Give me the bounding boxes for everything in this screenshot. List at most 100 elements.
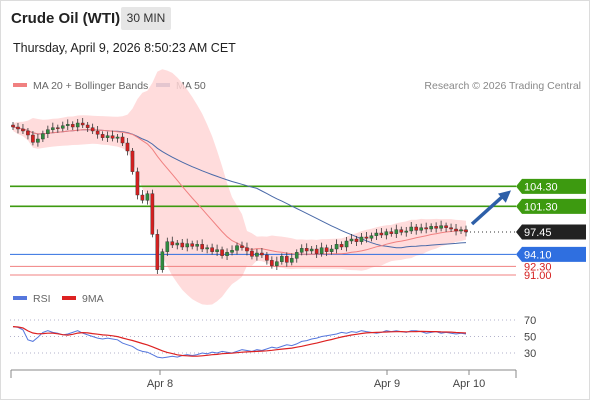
candle-body (374, 232, 379, 236)
candle (419, 223, 423, 234)
resistance-tag-101: 101.30 (524, 201, 558, 213)
candle-body (275, 261, 279, 266)
candle (344, 237, 349, 252)
candle-body (185, 243, 190, 248)
candle-body (235, 245, 239, 251)
candle (339, 241, 344, 250)
candle (180, 239, 185, 250)
legend-ma9: 9MA (62, 293, 104, 305)
candle (235, 242, 239, 255)
candle-body (220, 249, 224, 256)
candle-body (424, 227, 428, 230)
candle-body (245, 247, 249, 252)
candle-body (175, 242, 180, 246)
candle-body (314, 248, 319, 254)
candle (51, 122, 55, 133)
candle (404, 227, 409, 237)
candle-body (160, 251, 165, 270)
candle (46, 125, 50, 138)
candle (36, 134, 40, 147)
candle-body (195, 244, 199, 247)
candle-body (294, 252, 299, 259)
timeframe-badge[interactable]: 30 MIN (121, 7, 171, 30)
candle-body (41, 133, 45, 140)
candle-body (309, 248, 314, 252)
candle (319, 242, 324, 257)
resistance-tag-101-bg (516, 198, 586, 214)
candle-body (459, 229, 463, 232)
x-tick-label: Apr 9 (374, 378, 400, 390)
candle (284, 252, 289, 267)
legend-ma20-label: MA 20 + Bollinger Bands (33, 80, 149, 92)
candle-body (449, 227, 453, 230)
rsi-level-label-50: 50 (524, 332, 536, 344)
candle-body (369, 235, 374, 239)
candle-body (319, 247, 324, 254)
candle (85, 122, 90, 132)
candle (205, 244, 209, 254)
candle-body (100, 134, 105, 138)
candle (449, 223, 453, 232)
candle (225, 248, 229, 260)
candle-body (130, 150, 135, 172)
candle-body (51, 127, 55, 130)
candle-body (125, 142, 130, 152)
candle-body (354, 238, 359, 242)
bollinger-band (13, 69, 466, 305)
candle-body (170, 241, 175, 246)
candle-body (409, 226, 414, 232)
candle (379, 228, 384, 238)
forecast-arrow-shaft (470, 193, 507, 226)
last-price-tag: 97.45 (524, 227, 552, 239)
candle-body (110, 135, 115, 139)
candle-body (145, 193, 150, 201)
candle (439, 220, 443, 232)
candle-body (56, 127, 60, 129)
candle (200, 239, 204, 252)
candle (240, 241, 244, 251)
candle (409, 222, 414, 234)
candle (145, 190, 150, 205)
support-tag-91: 91.00 (524, 270, 552, 282)
candle (399, 226, 404, 236)
candle (100, 131, 105, 141)
candle (26, 128, 30, 140)
candle-body (324, 247, 329, 252)
candle (185, 238, 190, 252)
forecast-arrow-head (498, 190, 511, 203)
candle-body (90, 127, 95, 132)
candle (414, 224, 419, 235)
candle (135, 167, 140, 200)
candle-body (439, 225, 443, 229)
candle-body (85, 124, 90, 128)
candle (324, 244, 329, 256)
candle-body (200, 244, 204, 250)
candle (110, 130, 115, 142)
candle-body (115, 136, 120, 139)
candle (245, 242, 249, 256)
candle (364, 232, 369, 243)
candle-body (60, 125, 65, 129)
candle (195, 240, 199, 251)
candle (75, 119, 80, 132)
candle-body (284, 256, 289, 263)
candle-body (16, 126, 20, 130)
candle-body (46, 129, 50, 134)
candle (155, 229, 160, 274)
candle (21, 124, 25, 134)
candle-body (36, 138, 40, 143)
candle (359, 233, 364, 245)
candle (369, 232, 374, 242)
candle (105, 131, 110, 142)
candle-body (329, 248, 334, 252)
candle-body (359, 236, 364, 242)
candle-body (429, 226, 433, 230)
candle (309, 246, 314, 254)
support-tag-92: 92.30 (524, 261, 552, 273)
candle (250, 248, 254, 260)
candle-body (75, 122, 80, 128)
candle (314, 245, 319, 258)
candle-body (339, 244, 344, 248)
candle-body (80, 122, 85, 126)
candle (95, 126, 100, 139)
